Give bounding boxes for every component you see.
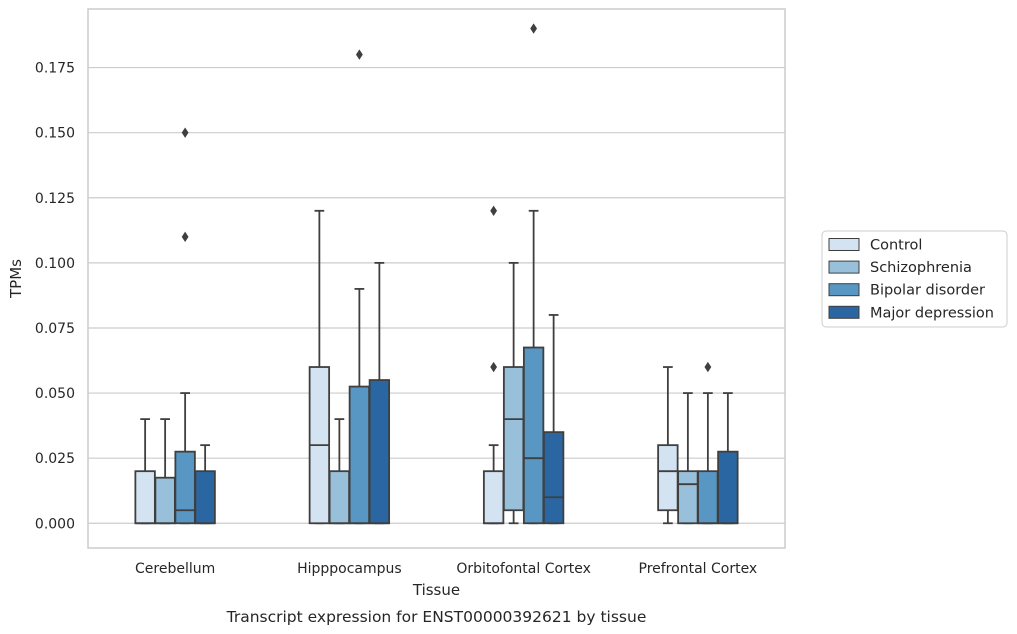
legend-label: Schizophrenia — [870, 260, 972, 276]
box-plot — [154, 418, 176, 525]
x-tick-label: Cerebellum — [135, 561, 215, 577]
box — [134, 470, 156, 525]
box-plot — [368, 261, 391, 525]
y-tick-label: 0.000 — [35, 516, 75, 532]
box-plot — [194, 444, 216, 525]
outlier-point — [704, 361, 712, 373]
plot-frame — [87, 8, 786, 549]
y-axis-label: TPMs — [7, 259, 25, 299]
box — [697, 470, 719, 525]
box — [368, 379, 391, 525]
y-tick-label: 0.150 — [35, 126, 75, 142]
chart-caption: Transcript expression for ENST0000039262… — [226, 608, 647, 626]
legend-item: Schizophrenia — [828, 260, 972, 276]
legend: Control Schizophrenia Bipolar disorder Majo… — [821, 230, 1008, 328]
series-control — [134, 205, 679, 525]
x-tick-label: Prefrontal Cortex — [639, 561, 758, 577]
legend-frame — [821, 230, 1008, 328]
box — [717, 450, 739, 525]
series-schizophrenia — [154, 261, 699, 525]
legend-swatch — [828, 238, 860, 251]
y-tick-label: 0.100 — [35, 256, 75, 272]
legend-item: Major depression — [828, 305, 994, 321]
outlier-point — [530, 23, 538, 34]
y-tick-label: 0.175 — [35, 61, 75, 77]
outlier-point — [181, 127, 189, 138]
legend-item: Bipolar disorder — [828, 283, 985, 299]
box-series — [134, 23, 739, 525]
x-tick-labels: Cerebellum Hipppocampus Orbitofontal Corte… — [135, 561, 757, 577]
legend-swatch — [828, 283, 860, 297]
y-tick-label: 0.075 — [35, 321, 75, 337]
legend-item: Control — [828, 238, 922, 254]
box — [328, 470, 351, 525]
box-plot — [134, 418, 156, 525]
y-tick-labels: 0.000 0.025 0.050 0.075 0.100 0.125 0.150 0.175 — [35, 61, 75, 533]
box — [657, 444, 679, 512]
legend-swatch — [828, 260, 860, 274]
x-axis-label: Tissue — [412, 581, 460, 599]
series-bipolar-disorder — [174, 23, 719, 525]
legend-label: Bipolar disorder — [870, 283, 985, 299]
box — [522, 346, 545, 525]
box-plot — [542, 314, 565, 525]
outlier-point — [181, 231, 189, 243]
outlier-point — [490, 205, 498, 216]
y-tick-label: 0.125 — [35, 191, 75, 207]
box — [194, 470, 216, 525]
box-plot — [348, 49, 371, 525]
box — [542, 431, 565, 525]
box-plot — [328, 418, 351, 525]
box — [348, 385, 371, 525]
box — [482, 470, 505, 525]
outlier-point — [355, 49, 363, 60]
box-plot — [308, 209, 331, 525]
legend-label: Control — [870, 238, 922, 254]
legend-label: Major depression — [870, 305, 994, 321]
box — [677, 470, 699, 525]
box — [502, 366, 525, 512]
box — [154, 476, 176, 525]
box-plot — [482, 205, 505, 525]
box-plot — [522, 23, 545, 525]
box-plot — [697, 361, 719, 525]
box — [174, 450, 196, 525]
box-plot — [502, 261, 525, 525]
series-major-depression — [194, 261, 739, 525]
box-plot — [717, 392, 739, 525]
box-plot — [174, 127, 196, 525]
legend-swatch — [828, 305, 860, 319]
box-plot — [657, 366, 679, 525]
outlier-point — [490, 361, 498, 373]
x-tick-label: Orbitofontal Cortex — [456, 561, 591, 577]
grid-lines — [88, 66, 785, 524]
x-tick-label: Hipppocampus — [297, 561, 402, 577]
y-tick-label: 0.025 — [35, 451, 75, 467]
y-tick-label: 0.050 — [35, 386, 75, 402]
